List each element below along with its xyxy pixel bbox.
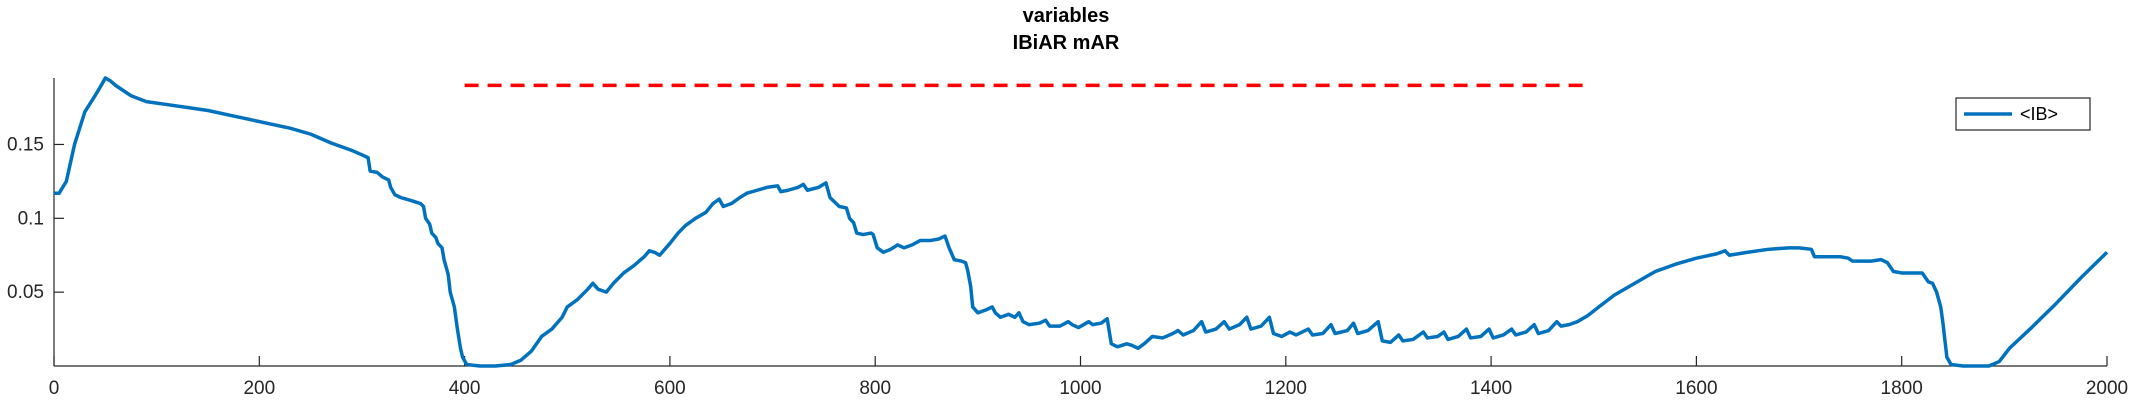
x-tick-label: 2000 — [2086, 378, 2128, 399]
y-tick-label: 0.05 — [7, 282, 44, 303]
x-tick-label: 400 — [449, 378, 481, 399]
chart-title: variables — [1023, 5, 1110, 27]
x-tick-label: 800 — [859, 378, 891, 399]
x-tick-label: 1400 — [1470, 378, 1512, 399]
y-tick-label: 0.1 — [18, 208, 44, 229]
legend-label-ib: <IB> — [2020, 104, 2058, 124]
chart-subtitle: IBiAR mAR — [1013, 32, 1120, 54]
series-line-ib — [54, 76, 2109, 368]
x-tick-label: 1800 — [1881, 378, 1923, 399]
x-tick-label: 0 — [49, 378, 60, 399]
x-tick-label: 200 — [243, 378, 275, 399]
x-tick-label: 1200 — [1265, 378, 1307, 399]
x-tick-label: 1000 — [1059, 378, 1101, 399]
x-tick-label: 600 — [654, 378, 686, 399]
y-tick-label: 0.15 — [7, 134, 44, 155]
x-tick-label: 1600 — [1675, 378, 1717, 399]
